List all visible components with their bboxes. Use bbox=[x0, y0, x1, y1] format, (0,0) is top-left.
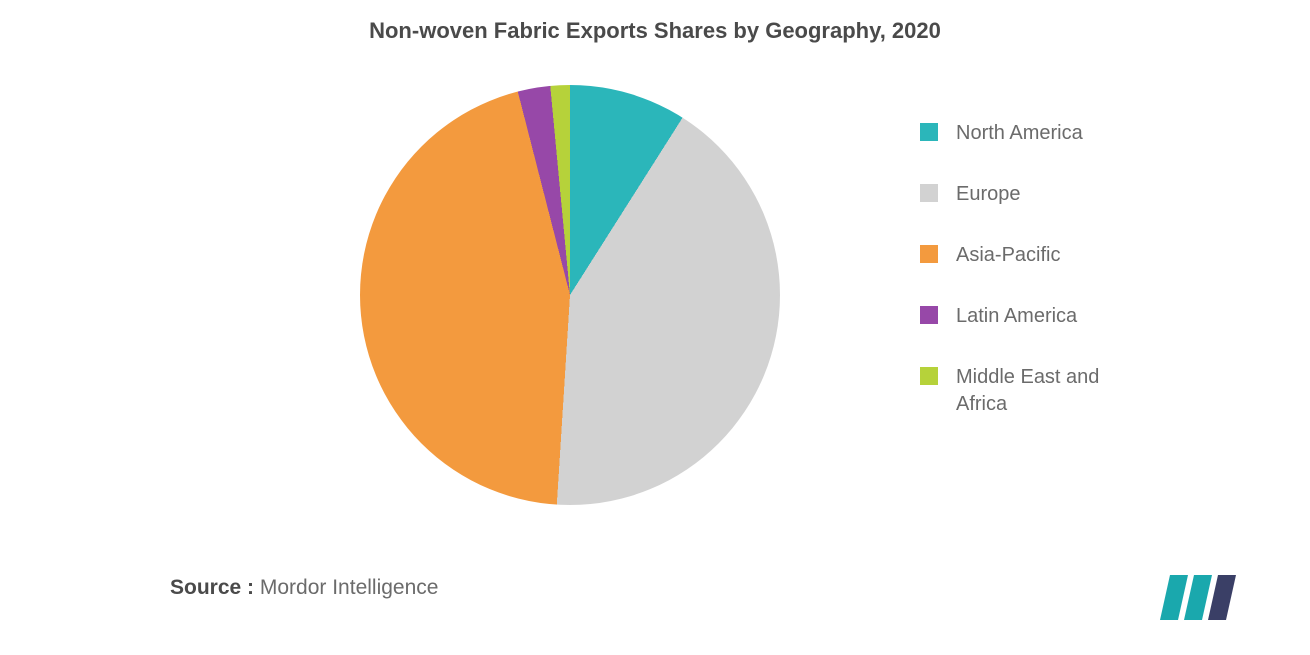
brand-logo bbox=[1160, 575, 1240, 620]
legend-swatch bbox=[920, 123, 938, 141]
source-attribution: Source : Mordor Intelligence bbox=[170, 576, 438, 600]
source-text: Mordor Intelligence bbox=[260, 576, 439, 599]
legend-label: Middle East and Africa bbox=[956, 364, 1130, 418]
legend-swatch bbox=[920, 367, 938, 385]
legend-label: Asia-Pacific bbox=[956, 242, 1060, 269]
legend: North America Europe Asia-Pacific Latin Ame… bbox=[920, 120, 1130, 452]
source-label: Source : bbox=[170, 576, 254, 599]
legend-label: North America bbox=[956, 120, 1083, 147]
legend-swatch bbox=[920, 245, 938, 263]
legend-label: Europe bbox=[956, 181, 1021, 208]
legend-item: Latin America bbox=[920, 303, 1130, 330]
legend-swatch bbox=[920, 306, 938, 324]
pie-chart bbox=[360, 85, 780, 505]
chart-container: Non-woven Fabric Exports Shares by Geogr… bbox=[0, 0, 1310, 655]
legend-swatch bbox=[920, 184, 938, 202]
chart-title: Non-woven Fabric Exports Shares by Geogr… bbox=[0, 18, 1310, 44]
legend-item: Middle East and Africa bbox=[920, 364, 1130, 418]
legend-label: Latin America bbox=[956, 303, 1077, 330]
pie-graphic bbox=[360, 85, 780, 505]
legend-item: North America bbox=[920, 120, 1130, 147]
legend-item: Europe bbox=[920, 181, 1130, 208]
legend-item: Asia-Pacific bbox=[920, 242, 1130, 269]
